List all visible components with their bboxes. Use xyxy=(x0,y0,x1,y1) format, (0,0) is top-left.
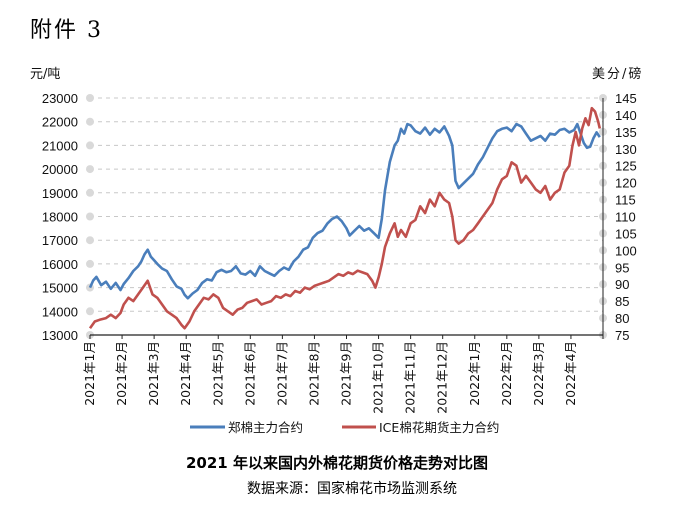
right-tick-label: 140 xyxy=(615,108,637,123)
left-tick-marker xyxy=(86,188,94,197)
x-tick-label: 2021年3月 xyxy=(146,341,161,406)
right-tick-label: 135 xyxy=(615,125,637,140)
left-tick-label: 22000 xyxy=(42,115,78,130)
right-axis-unit: 美分/磅 xyxy=(592,66,643,82)
left-tick-label: 16000 xyxy=(42,257,78,272)
right-tick-label: 120 xyxy=(615,176,637,191)
right-tick-label: 145 xyxy=(615,91,637,106)
right-tick-label: 75 xyxy=(615,328,629,343)
right-tick-label: 130 xyxy=(615,142,637,157)
chart-source: 数据来源：国家棉花市场监测系统 xyxy=(247,481,457,497)
left-y-axis: 13000 14000 15000 16000 17000 18000 19000 20000… xyxy=(42,91,94,343)
left-axis-unit: 元/吨 xyxy=(30,67,60,82)
right-tick-label: 100 xyxy=(615,243,637,258)
series-lines xyxy=(88,106,602,330)
right-tick-label: 95 xyxy=(615,260,629,275)
left-tick-label: 17000 xyxy=(42,233,78,248)
x-tick-label: 2021年4月 xyxy=(178,341,193,406)
x-tick-label: 2021年1月 xyxy=(82,341,97,406)
attachment-label: 附件 3 xyxy=(30,18,103,43)
x-tick-label: 2021年10月 xyxy=(371,341,386,414)
gridlines xyxy=(90,97,603,312)
left-tick-label: 13000 xyxy=(42,328,78,343)
x-tick-label: 2022年3月 xyxy=(531,341,546,406)
left-tick-label: 18000 xyxy=(42,210,78,225)
left-tick-label: 14000 xyxy=(42,304,78,319)
legend-label-ice: ICE棉花期货主力合约 xyxy=(379,420,499,435)
left-tick-label: 23000 xyxy=(42,91,78,106)
x-axis: 2021年1月 2021年2月 2021年3月 2021年4月 2021年5月 2021年… xyxy=(82,334,604,414)
left-tick-marker xyxy=(86,307,94,316)
x-tick-label: 2021年12月 xyxy=(435,341,450,414)
left-tick-marker xyxy=(86,117,94,126)
legend-label-zhengzhou: 郑棉主力合约 xyxy=(228,420,303,435)
left-tick-marker xyxy=(86,212,94,221)
left-tick-label: 19000 xyxy=(42,186,78,201)
x-tick-label: 2022年2月 xyxy=(499,341,514,406)
x-tick-label: 2021年7月 xyxy=(274,341,289,406)
right-tick-label: 90 xyxy=(615,277,629,292)
x-tick-label: 2021年6月 xyxy=(242,341,257,406)
left-tick-marker xyxy=(86,236,94,245)
x-tick-label: 2021年5月 xyxy=(210,341,225,406)
chart-title: 2021 年以来国内外棉花期货价格走势对比图 xyxy=(186,454,488,472)
right-tick-label: 115 xyxy=(615,193,636,208)
left-tick-label: 15000 xyxy=(42,281,78,296)
left-tick-marker xyxy=(86,259,94,268)
right-tick-label: 125 xyxy=(615,159,637,174)
left-tick-label: 21000 xyxy=(42,138,78,153)
series-line-ice xyxy=(88,106,602,330)
x-tick-label: 2021年9月 xyxy=(339,341,354,406)
left-tick-label: 20000 xyxy=(42,162,78,177)
right-tick-label: 85 xyxy=(615,294,629,309)
right-tick-label: 80 xyxy=(615,311,629,326)
x-tick-label: 2022年4月 xyxy=(563,341,578,406)
left-tick-marker xyxy=(86,165,94,174)
series-line-zhengzhou xyxy=(88,122,601,300)
x-tick-label: 2021年8月 xyxy=(306,341,321,406)
right-tick-label: 110 xyxy=(615,210,636,225)
left-tick-marker xyxy=(86,94,94,102)
right-tick-label: 105 xyxy=(615,226,637,241)
x-tick-label: 2021年2月 xyxy=(114,341,129,406)
left-tick-marker xyxy=(86,141,94,150)
x-tick-label: 2021年11月 xyxy=(403,341,418,414)
x-tick-label: 2022年1月 xyxy=(467,341,482,406)
legend: 郑棉主力合约 ICE棉花期货主力合约 xyxy=(190,420,499,435)
